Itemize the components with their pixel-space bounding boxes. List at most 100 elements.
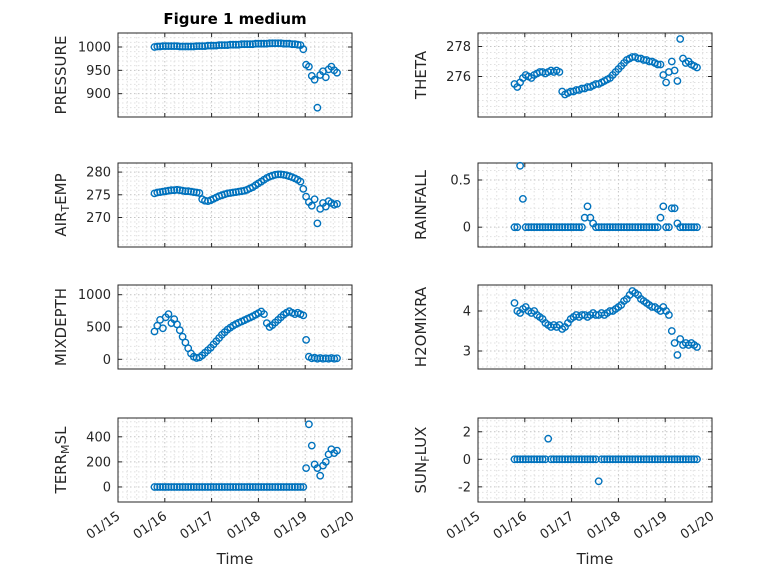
data-point bbox=[637, 223, 645, 232]
data-point bbox=[555, 68, 564, 76]
y-tick-label: -2 bbox=[458, 480, 471, 495]
data-point bbox=[569, 455, 578, 464]
data-point bbox=[290, 483, 299, 491]
data-point bbox=[583, 455, 592, 464]
data-point bbox=[519, 455, 527, 464]
data-point bbox=[333, 446, 341, 455]
series-H2OMIXRA bbox=[510, 287, 701, 359]
data-point bbox=[209, 483, 218, 491]
data-point bbox=[673, 77, 682, 85]
data-point bbox=[572, 223, 581, 232]
data-point bbox=[156, 483, 165, 491]
data-point bbox=[173, 483, 181, 491]
data-point bbox=[564, 223, 572, 232]
y-axis-label: PRESSURE bbox=[52, 36, 70, 115]
data-point bbox=[237, 40, 246, 49]
data-point bbox=[681, 455, 690, 464]
data-point bbox=[285, 483, 294, 491]
y-axis-label: TERRMSL bbox=[52, 426, 72, 495]
data-point bbox=[240, 40, 249, 49]
data-point bbox=[549, 455, 558, 464]
y-tick-label: 278 bbox=[446, 40, 471, 55]
data-point bbox=[265, 483, 274, 491]
data-point bbox=[274, 483, 282, 491]
data-point bbox=[670, 204, 679, 213]
data-point bbox=[195, 483, 204, 491]
data-point bbox=[195, 189, 204, 197]
data-point bbox=[684, 455, 693, 464]
data-point bbox=[333, 354, 341, 363]
data-point bbox=[575, 223, 583, 232]
data-point bbox=[226, 40, 235, 49]
x-axis-label: Time bbox=[576, 550, 614, 568]
data-point bbox=[544, 434, 553, 443]
data-point bbox=[670, 455, 679, 464]
data-point bbox=[673, 351, 682, 359]
data-point bbox=[173, 42, 181, 50]
data-point bbox=[597, 223, 606, 232]
data-point bbox=[608, 223, 617, 232]
data-point bbox=[617, 223, 626, 232]
data-point bbox=[642, 455, 651, 464]
data-point bbox=[307, 441, 316, 450]
data-point bbox=[184, 42, 193, 51]
y-tick-label: 0.5 bbox=[450, 173, 471, 188]
data-point bbox=[676, 455, 685, 464]
data-point bbox=[648, 223, 656, 232]
data-point bbox=[184, 483, 193, 491]
data-point bbox=[321, 457, 330, 466]
y-tick-label: 0 bbox=[463, 453, 471, 468]
data-point bbox=[510, 223, 519, 232]
data-point bbox=[693, 343, 701, 351]
data-point bbox=[580, 213, 589, 222]
data-point bbox=[226, 483, 235, 491]
y-tick-label: 270 bbox=[86, 211, 111, 226]
data-point bbox=[676, 335, 685, 343]
data-point bbox=[530, 455, 539, 464]
data-point bbox=[240, 483, 249, 491]
data-point bbox=[313, 103, 322, 112]
x-tick-label: 01/17 bbox=[538, 509, 577, 543]
data-point bbox=[220, 483, 229, 491]
data-point bbox=[611, 223, 620, 232]
data-point bbox=[293, 483, 302, 491]
data-point bbox=[544, 223, 553, 232]
data-point bbox=[622, 223, 631, 232]
y-tick-label: 950 bbox=[86, 64, 111, 79]
data-point bbox=[533, 455, 541, 464]
data-point bbox=[220, 41, 229, 49]
x-tick-label: 01/17 bbox=[178, 509, 217, 543]
y-axis-label: RAINFALL bbox=[412, 169, 430, 240]
data-point bbox=[296, 177, 305, 186]
data-point bbox=[321, 73, 330, 82]
data-point bbox=[164, 42, 173, 50]
y-tick-label: 500 bbox=[86, 321, 111, 336]
axes-box bbox=[117, 417, 353, 503]
data-point bbox=[676, 35, 685, 43]
data-point bbox=[552, 455, 561, 464]
series-MIXDEPTH bbox=[150, 307, 341, 363]
data-point bbox=[237, 483, 246, 491]
data-point bbox=[192, 483, 201, 491]
y-tick-label: 280 bbox=[86, 166, 111, 181]
data-point bbox=[187, 42, 195, 51]
data-point bbox=[175, 326, 184, 335]
x-tick-label: 01/20 bbox=[318, 509, 357, 543]
data-point bbox=[662, 78, 670, 87]
data-point bbox=[316, 471, 325, 480]
data-point bbox=[524, 455, 533, 464]
data-point bbox=[600, 455, 609, 464]
data-point bbox=[304, 62, 313, 71]
y-tick-label: 900 bbox=[86, 87, 111, 102]
tick-marks bbox=[117, 163, 353, 247]
data-point bbox=[158, 483, 167, 491]
data-point bbox=[653, 60, 662, 69]
data-point bbox=[603, 455, 612, 464]
data-point bbox=[276, 39, 285, 48]
axes-box bbox=[477, 32, 713, 118]
tick-marks bbox=[477, 285, 713, 369]
x-tick-label: 01/16 bbox=[491, 509, 530, 543]
data-point bbox=[243, 40, 252, 49]
data-point bbox=[206, 483, 215, 491]
